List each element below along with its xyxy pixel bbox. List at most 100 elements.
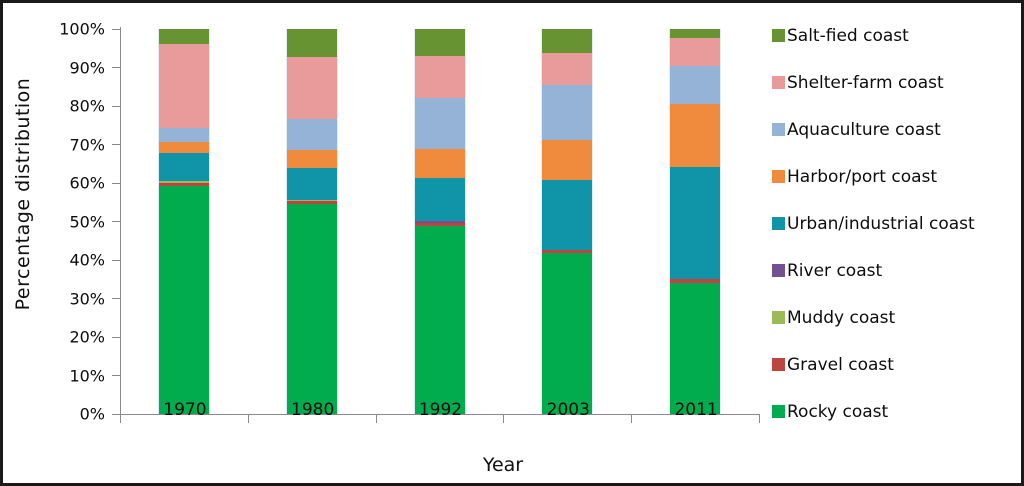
y-tick-label: 0% — [79, 404, 105, 424]
x-tick-mark — [759, 414, 760, 423]
y-tick-mark — [112, 375, 121, 376]
bar-1992 — [413, 29, 466, 414]
bar-segment — [542, 85, 593, 140]
y-tick-mark — [112, 67, 121, 68]
bar-segment — [414, 97, 465, 150]
legend-item: River coast — [772, 247, 975, 294]
bar-segment — [670, 104, 721, 168]
bar-1970 — [157, 29, 210, 414]
y-tick-label: 30% — [69, 289, 105, 308]
y-tick-label: 100% — [59, 19, 105, 39]
y-tick-mark — [112, 336, 121, 338]
legend-item: Aquaculture coast — [772, 106, 975, 153]
y-tick-mark — [112, 182, 121, 184]
bar-segment — [670, 65, 721, 105]
legend-label: Aquaculture coast — [787, 119, 941, 140]
bar-segment — [158, 29, 209, 45]
bar-segment — [414, 56, 465, 98]
bar-segment — [158, 128, 209, 143]
y-tick-label: 40% — [69, 250, 105, 270]
x-category-label: 2003 — [546, 400, 590, 420]
y-tick-mark — [112, 298, 121, 299]
bar-segment — [414, 29, 465, 56]
bar-segment — [158, 44, 209, 128]
bar-segment — [670, 282, 721, 414]
x-category-label: 1992 — [418, 400, 463, 420]
bar-segment — [670, 38, 721, 66]
legend-label: Muddy coast — [787, 307, 896, 328]
bar-segment — [414, 149, 465, 179]
legend-label: Salt-fied coast — [787, 25, 909, 46]
y-tick-mark — [112, 259, 121, 261]
x-category-label: 2011 — [674, 400, 718, 420]
bar-segment — [542, 180, 593, 251]
legend-label: Shelter-farm coast — [787, 72, 944, 93]
bar-segment — [414, 178, 465, 222]
legend-swatch — [772, 123, 785, 136]
y-tick-mark — [112, 413, 121, 415]
bar-segment — [670, 29, 721, 39]
bar-segment — [158, 180, 209, 184]
y-tick-mark — [112, 105, 121, 107]
bar-segment — [286, 167, 337, 200]
bar-segment — [542, 139, 593, 181]
bar-segment — [542, 253, 593, 414]
x-category-label: 1970 — [163, 400, 207, 420]
bar-2003 — [541, 29, 594, 414]
bar-segment — [286, 56, 337, 120]
y-tick-mark — [112, 221, 121, 222]
legend-item: Shelter-farm coast — [772, 59, 975, 106]
y-tick-label: 20% — [69, 327, 105, 347]
legend-label: Urban/industrial coast — [787, 213, 975, 234]
x-tick-mark — [120, 414, 121, 423]
bar-segment — [158, 183, 209, 186]
bar-segment — [542, 29, 593, 53]
x-tick-mark — [631, 414, 633, 423]
legend-swatch — [772, 311, 785, 324]
y-tick-mark — [112, 144, 121, 145]
legend-item: Harbor/port coast — [772, 153, 975, 200]
y-tick-label: 70% — [69, 135, 105, 154]
x-category-label: 1980 — [291, 400, 335, 420]
y-tick-label: 10% — [69, 366, 105, 385]
legend-item: Rocky coast — [772, 388, 975, 435]
bar-2011 — [669, 29, 722, 414]
legend-item: Muddy coast — [772, 294, 975, 341]
legend-label: Gravel coast — [787, 354, 894, 375]
bar-segment — [414, 223, 465, 226]
legend-label: Harbor/port coast — [787, 166, 938, 187]
bar-segment — [158, 142, 209, 154]
y-tick-label: 50% — [69, 212, 105, 231]
x-tick-mark — [247, 414, 249, 423]
bar-segment — [542, 52, 593, 86]
bar-segment — [286, 29, 337, 57]
bar-segment — [670, 167, 721, 279]
bar-segment — [286, 199, 337, 202]
legend-swatch — [772, 264, 785, 277]
x-axis-title: Year — [482, 454, 524, 476]
legend-swatch — [772, 76, 785, 89]
bar-segment — [414, 221, 465, 224]
y-tick-mark — [112, 28, 121, 30]
y-tick-label: 80% — [69, 96, 105, 116]
plot-area — [112, 27, 760, 423]
legend-label: River coast — [787, 260, 883, 281]
legend-item: Gravel coast — [772, 341, 975, 388]
x-tick-mark — [375, 414, 377, 423]
y-tick-label: 60% — [69, 173, 105, 193]
y-tick-label: 90% — [69, 58, 105, 77]
bar-segment — [158, 185, 209, 414]
legend: Salt-fied coast Shelter-farm coast Aquacul… — [772, 12, 975, 435]
legend-item: Salt-fied coast — [772, 12, 975, 59]
legend-item: Urban/industrial coast — [772, 200, 975, 247]
legend-label: Rocky coast — [787, 401, 889, 422]
bar-segment — [542, 250, 593, 254]
x-axis-line — [120, 414, 760, 415]
legend-swatch — [772, 358, 785, 371]
legend-swatch — [772, 217, 785, 230]
legend-swatch — [772, 405, 785, 418]
bar-segment — [286, 149, 337, 168]
bar-segment — [670, 278, 721, 283]
bar-segment — [414, 225, 465, 414]
